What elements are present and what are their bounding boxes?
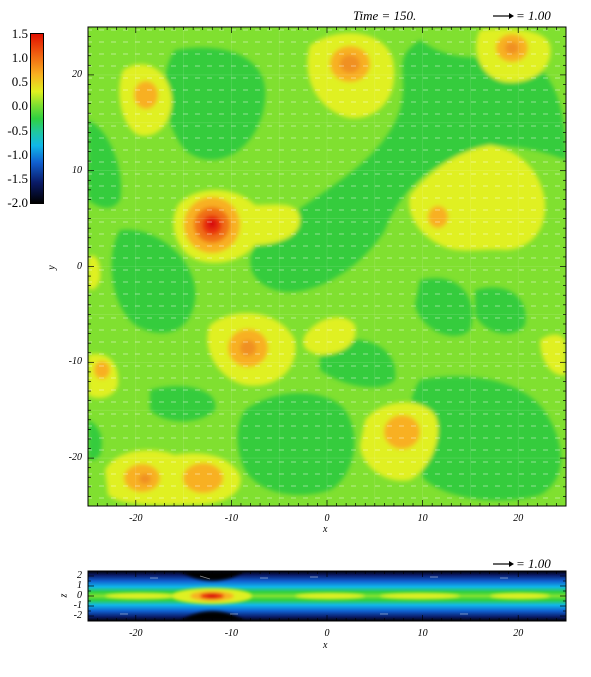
y-tick-label: -20: [68, 452, 82, 464]
main-plot: [87, 26, 567, 507]
lower-plot-ticks: [87, 570, 567, 622]
x-tick-label: -20: [129, 513, 143, 524]
x-tick-label: 20: [513, 513, 524, 524]
x-tick-label: 0: [324, 513, 330, 524]
main-plot-ticks: [87, 26, 567, 507]
colorbar-gradient: [30, 33, 44, 204]
y-tick-label: 2: [77, 570, 82, 581]
lower-y-axis-label: z: [58, 593, 70, 598]
y-tick-label: 0: [77, 590, 82, 601]
colorbar-label: 1.0: [11, 50, 28, 66]
y-tick-label: 10: [72, 164, 82, 176]
main-y-axis-label: y: [46, 265, 58, 270]
main-plot-field: [88, 27, 566, 506]
x-tick-label: -10: [224, 628, 239, 639]
colorbar-label: -1.5: [7, 170, 28, 186]
y-tick-label: -10: [68, 356, 82, 368]
vector-key-label: = 1.00: [516, 8, 551, 23]
y-tick-label: -2: [73, 610, 82, 621]
x-tick-label: -10: [224, 513, 239, 524]
colorbar-label: 1.5: [11, 26, 28, 41]
x-tick-label: 10: [417, 513, 428, 524]
y-tick-label: 0: [77, 260, 82, 272]
y-tick-label: -1: [73, 600, 82, 611]
lower-plot-frame: [87, 570, 567, 622]
y-tick-label: 20: [72, 68, 82, 80]
colorbar-label: -1.0: [7, 146, 28, 162]
colorbar-label: 0.5: [11, 74, 28, 90]
lower-plot-field: [88, 571, 566, 621]
x-tick-label: 20: [513, 628, 524, 639]
velocity-vectors: [88, 27, 566, 506]
plot-title: Time = 150.: [353, 8, 417, 23]
x-tick-label: 10: [417, 628, 428, 639]
colorbar-label: 0.0: [11, 98, 28, 114]
vector-key-lower-arrow-icon: [493, 561, 514, 567]
vector-key-lower-label: = 1.00: [516, 556, 551, 571]
x-tick-label: -20: [129, 628, 143, 639]
vector-key: = 1.00: [492, 8, 572, 24]
colorbar-label: -0.5: [7, 122, 28, 138]
main-x-axis-label: x: [323, 524, 328, 535]
field-grid: [88, 27, 566, 506]
x-tick-label: 0: [324, 628, 330, 639]
colorbar-label: -2.0: [7, 195, 28, 210]
y-tick-label: 1: [77, 580, 82, 591]
vector-key-lower: = 1.00: [492, 556, 572, 572]
lower-x-axis-label: x: [323, 640, 328, 651]
vector-key-arrow-icon: [493, 13, 514, 19]
